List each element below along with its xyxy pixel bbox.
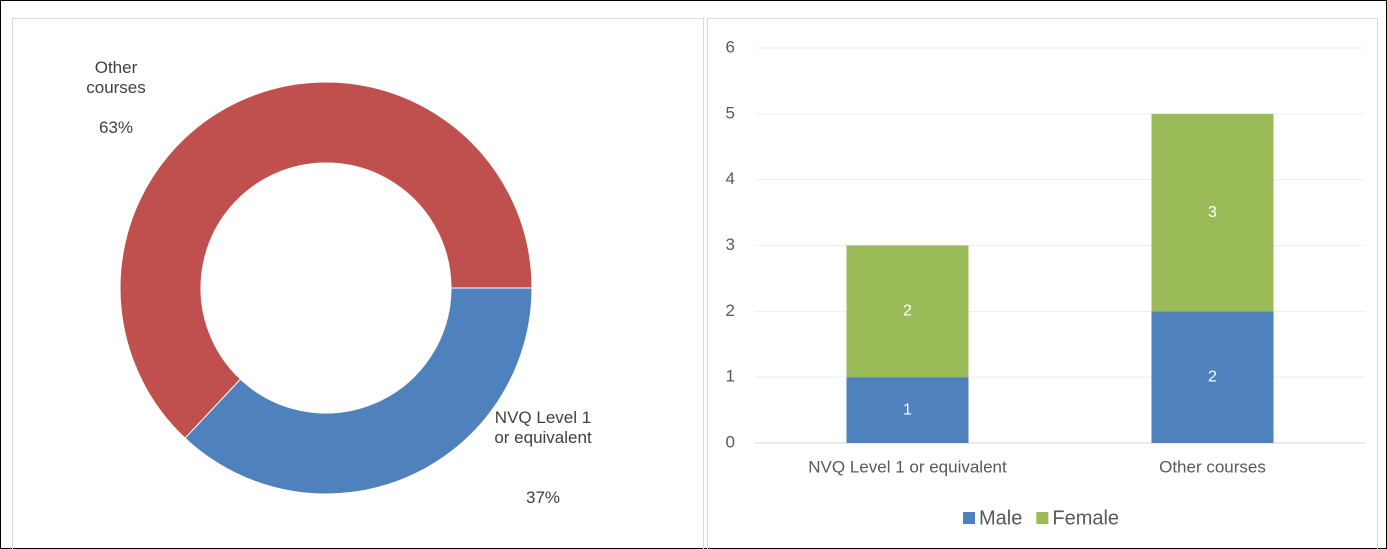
segment-category-label: Other courses: [86, 58, 146, 97]
data-label: 2: [1208, 368, 1217, 385]
bar-segment: [1151, 113, 1274, 312]
donut-segment: [119, 81, 533, 439]
x-tick-label: NVQ Level 1 or equivalent: [808, 457, 1007, 476]
bar-segment: [846, 377, 969, 443]
donut-panel: [12, 18, 704, 549]
data-label: 2: [903, 303, 912, 320]
bar-panel: [707, 18, 1378, 549]
legend-swatch: [1036, 512, 1049, 524]
data-label: 3: [1208, 204, 1217, 221]
donut-segment: [184, 287, 533, 495]
segment-value-label: 37%: [525, 488, 561, 507]
y-tick-label: 0: [726, 432, 735, 451]
y-tick-label: 5: [726, 103, 735, 122]
legend-label: Female: [1052, 507, 1119, 529]
y-tick-label: 4: [726, 169, 735, 188]
y-tick-label: 1: [726, 367, 735, 386]
data-label: 1: [903, 401, 912, 418]
y-tick-label: 3: [726, 235, 735, 254]
legend-swatch: [963, 512, 975, 524]
x-tick-label: Other courses: [1159, 457, 1266, 476]
y-tick-label: 2: [726, 301, 735, 320]
segment-category-label: NVQ Level 1 or equivalent: [494, 408, 592, 447]
legend-label: Male: [979, 507, 1022, 529]
bar-segment: [1151, 311, 1274, 443]
bar-segment: [846, 245, 969, 378]
y-tick-label: 6: [726, 37, 735, 56]
segment-value-label: 63%: [98, 118, 134, 137]
